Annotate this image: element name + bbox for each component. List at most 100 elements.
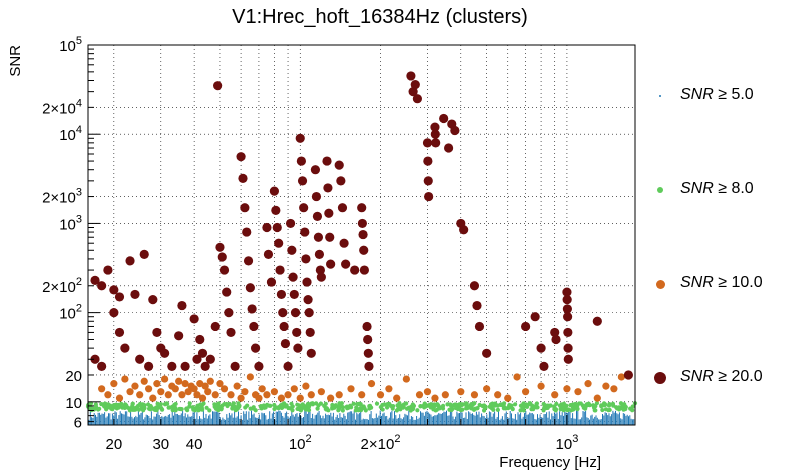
snr-20-point: [249, 321, 259, 332]
snr-10-point: [617, 373, 625, 381]
snr-8-point: [324, 406, 329, 411]
snr-8-point: [297, 403, 302, 408]
legend-item: SNR ≥ 20.0: [653, 366, 803, 390]
snr-10-point: [574, 388, 582, 396]
snr-10-point: [415, 391, 424, 399]
snr-20-point: [299, 203, 309, 213]
snr-20-point: [279, 321, 289, 332]
snr-8-point: [568, 403, 573, 408]
snr-20-point: [240, 203, 250, 213]
snr-20-point: [439, 113, 449, 124]
snr-10-point: [233, 382, 241, 390]
snr-20-point: [297, 176, 308, 186]
snr-20-point: [303, 294, 313, 305]
snr-20-point: [563, 327, 573, 338]
snr-8-point: [280, 402, 285, 407]
snr-8-point: [159, 405, 164, 411]
snr-20-point: [551, 334, 561, 345]
legend-marker: [653, 371, 667, 385]
snr-10-point: [483, 385, 491, 393]
snr-20-point: [314, 249, 325, 259]
snr-10-point: [157, 388, 165, 396]
snr-20-point: [536, 343, 546, 353]
legend-marker: [653, 277, 667, 291]
snr-8-point: [600, 407, 605, 413]
snr-20-point: [592, 316, 602, 326]
snr-10-point: [171, 385, 179, 393]
snr-10-point: [115, 394, 124, 402]
snr-20-point: [359, 245, 369, 255]
snr-8-point: [227, 401, 232, 407]
snr-8-point: [204, 405, 209, 410]
legend-label-threshold: ≥ 8.0: [713, 180, 754, 197]
snr-8-point: [233, 408, 238, 413]
legend-label: SNR ≥ 8.0: [680, 180, 754, 198]
snr-10-point: [504, 394, 512, 402]
snr-20-point: [359, 265, 369, 275]
legend-label: SNR ≥ 10.0: [680, 274, 763, 292]
snr-10-point: [216, 380, 224, 388]
snr-20-point: [177, 300, 187, 311]
snr-20-point: [189, 314, 199, 324]
snr-8-point: [336, 406, 342, 411]
snr-20-point: [254, 361, 264, 371]
snr-8-point: [499, 402, 504, 407]
snr-8-point: [214, 402, 220, 407]
legend-label-prefix: SNR: [680, 274, 714, 291]
low-snr-band: [85, 401, 638, 425]
snr-20-point: [337, 203, 348, 213]
snr-20-point: [424, 191, 434, 202]
snr-20-point: [539, 361, 549, 371]
snr-8-point: [345, 406, 350, 411]
snr-20-point: [215, 242, 225, 252]
legend-item: SNR ≥ 5.0: [653, 84, 803, 108]
legend-label-threshold: ≥ 20.0: [713, 368, 763, 385]
snr-8-point: [184, 406, 189, 411]
snr-20-point: [358, 229, 368, 240]
snr-8-point: [213, 406, 219, 411]
snr-8-point: [337, 401, 342, 406]
snr-10-point: [584, 380, 592, 388]
snr-8-point: [382, 402, 387, 407]
x-tick-label: 20: [106, 436, 123, 453]
snr-10-point: [237, 394, 245, 402]
snr-8-point: [306, 404, 312, 409]
snr-10-point: [178, 391, 186, 399]
y-tick-label: 6: [74, 415, 82, 432]
snr-20-point: [236, 152, 246, 162]
snr-20-point: [423, 176, 433, 186]
snr-8-point: [510, 406, 515, 411]
y-tick-label: 20: [65, 368, 82, 385]
snr-10-point: [258, 385, 266, 393]
snr-8-point: [460, 402, 465, 407]
y-tick-label: 102: [59, 303, 82, 323]
snr-20-point: [306, 348, 316, 358]
snr-8-point: [618, 401, 624, 406]
snr-10-point: [206, 377, 214, 385]
snr-8-point: [348, 403, 353, 408]
snr-20-point: [623, 370, 633, 380]
snr-20-point: [326, 259, 336, 269]
snr-20-point: [197, 348, 208, 358]
snr-10-point: [393, 394, 401, 402]
snr-20-point: [148, 294, 158, 305]
snr-8-point: [274, 405, 279, 410]
snr-8-point: [207, 408, 212, 413]
snr-10-point: [255, 394, 263, 402]
y-tick-label: 2×102: [42, 276, 82, 296]
snr-8-point: [199, 405, 204, 410]
snr-20-point: [160, 348, 170, 358]
snr-8-point: [137, 401, 143, 407]
snr-20-point: [269, 186, 280, 196]
chart-title: V1:Hrec_hoft_16384Hz (clusters): [232, 6, 528, 28]
snr-8-point: [116, 405, 121, 410]
y-tick-label: 104: [59, 124, 82, 144]
snr-10-point: [563, 385, 571, 393]
snr-20-point: [90, 275, 100, 285]
snr-10-point: [522, 388, 530, 396]
snr-20-point: [296, 156, 306, 166]
snr-20-point: [357, 203, 367, 213]
snr-10-point: [131, 382, 139, 390]
snr-8-point: [191, 407, 196, 412]
snr-20-point: [210, 321, 220, 332]
